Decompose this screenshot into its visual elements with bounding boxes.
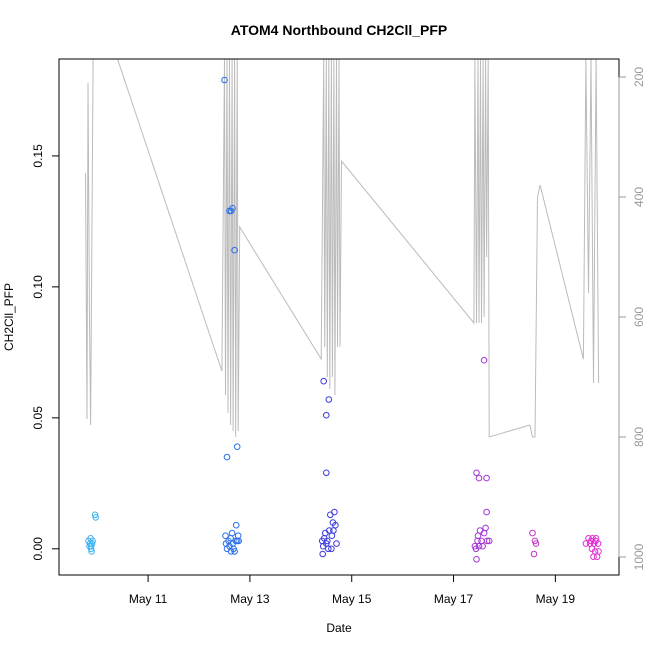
data-point: [530, 550, 538, 558]
data-point: [231, 246, 238, 254]
data-point: [89, 537, 96, 545]
y-tick-label: 0.15: [31, 144, 45, 168]
data-point: [319, 550, 327, 558]
x-axis: May 11 May 13 May 15 May 17 May 19: [129, 574, 576, 606]
y2-axis: 200 400 600 800 1000: [618, 67, 646, 570]
data-point: [327, 511, 334, 519]
x-tick-label: May 17: [434, 592, 474, 606]
data-point: [330, 527, 337, 534]
points-layer: [85, 76, 602, 563]
y-tick-label: 0.00: [31, 537, 45, 561]
data-point: [480, 356, 488, 364]
y2-tick-label: 1000: [632, 543, 646, 570]
x-tick-label: May 19: [536, 592, 576, 606]
data-point: [475, 542, 483, 550]
data-point: [532, 540, 540, 547]
data-point: [328, 545, 335, 553]
data-point: [482, 524, 489, 532]
data-point: [88, 548, 95, 555]
data-point: [473, 469, 480, 477]
data-point: [223, 453, 231, 461]
data-point: [323, 411, 330, 419]
data-point: [483, 474, 490, 482]
data-point: [529, 529, 536, 537]
data-point: [332, 521, 339, 529]
data-point: [222, 532, 229, 540]
data-point: [331, 508, 338, 516]
data-point: [476, 527, 484, 534]
y-axis-label: CH2Cll_PFP: [2, 283, 16, 351]
data-point: [478, 537, 485, 545]
y2-tick-label: 600: [632, 307, 646, 327]
data-point: [485, 537, 493, 545]
data-point: [235, 537, 242, 545]
data-point: [320, 377, 328, 385]
data-point: [92, 514, 99, 521]
data-point: [594, 540, 602, 547]
data-point: [483, 508, 490, 516]
data-point: [88, 540, 96, 547]
data-point: [324, 537, 331, 545]
data-point: [582, 540, 590, 547]
x-axis-label: Date: [326, 621, 352, 635]
data-point: [593, 553, 601, 561]
data-point: [475, 474, 483, 482]
secondary-series-line: [85, 59, 600, 438]
data-point: [233, 443, 241, 451]
y-tick-label: 0.05: [31, 406, 45, 430]
chart-title: ATOM4 Northbound CH2Cll_PFP: [231, 22, 447, 38]
data-point: [473, 556, 480, 563]
data-point: [229, 205, 236, 212]
data-point: [483, 537, 491, 545]
data-point: [228, 529, 236, 537]
data-point: [221, 76, 228, 84]
y2-tick-label: 400: [632, 187, 646, 207]
data-point: [322, 529, 329, 537]
x-tick-label: May 11: [129, 592, 168, 606]
data-point: [91, 511, 99, 519]
secondary-line-layer: [85, 59, 600, 438]
x-tick-label: May 15: [332, 592, 372, 606]
data-point: [326, 527, 333, 534]
x-tick-label: May 13: [230, 592, 270, 606]
y-axis: 0.00 0.05 0.10 0.15: [31, 144, 60, 561]
y2-tick-label: 200: [632, 67, 646, 87]
data-point: [325, 396, 333, 403]
data-point: [231, 548, 238, 555]
data-point: [479, 542, 486, 550]
y2-tick-label: 800: [632, 427, 646, 447]
data-point: [333, 540, 340, 547]
data-point: [232, 521, 240, 529]
data-point: [595, 548, 602, 555]
y-tick-label: 0.10: [31, 275, 45, 299]
data-point: [325, 545, 332, 553]
data-point: [323, 469, 330, 477]
